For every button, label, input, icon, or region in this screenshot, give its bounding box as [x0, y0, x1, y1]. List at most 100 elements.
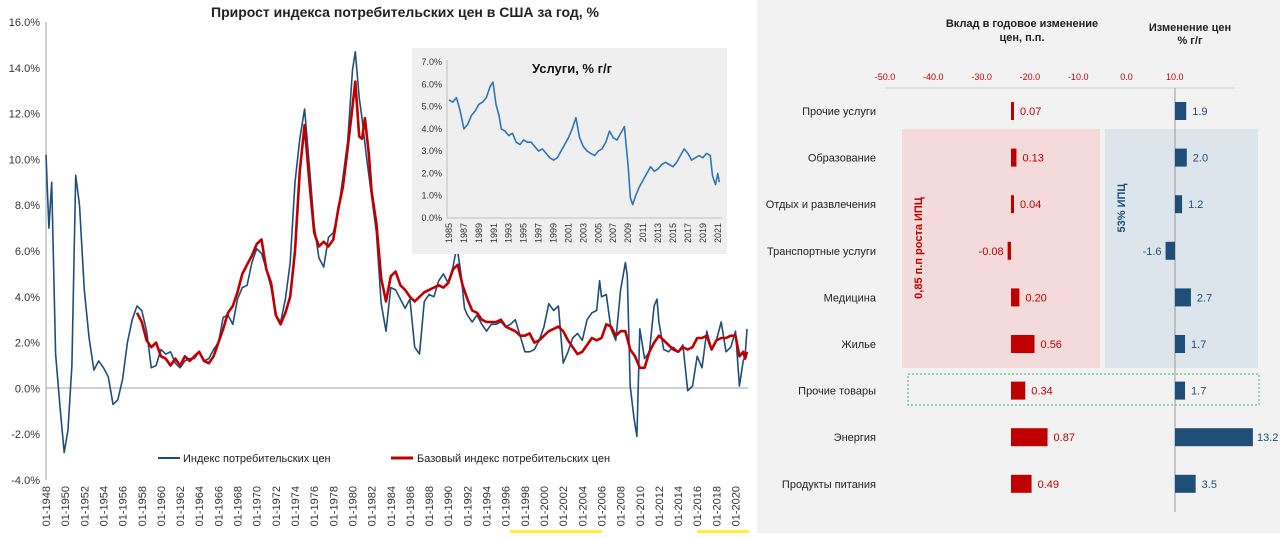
x-tick-label: 01-1994	[482, 486, 494, 526]
y-tick-label: 4.0%	[15, 292, 40, 304]
price-change-bar	[1175, 474, 1196, 493]
chart-title: Прирост индекса потребительских цен в СШ…	[211, 4, 600, 20]
contribution-bar	[1011, 288, 1020, 307]
price-change-value: 1.7	[1191, 339, 1206, 351]
contrib-header-line1: Вклад в годовое изменение	[946, 18, 1098, 30]
x-tick-label: 01-2016	[692, 486, 704, 526]
contrib-axis-tick: -20.0	[1020, 72, 1041, 82]
price-change-value: 1.9	[1192, 106, 1207, 118]
inset-y-tick-label: 3.0%	[421, 146, 442, 156]
price-change-value: 2.0	[1193, 153, 1208, 165]
y-tick-label: 12.0%	[9, 109, 40, 121]
contribution-bar	[1011, 381, 1026, 400]
y-tick-label: -4.0%	[11, 475, 40, 487]
inset-x-tick-label: 2009	[623, 223, 633, 243]
cpi-chart-panel: Прирост индекса потребительских цен в СШ…	[8, 4, 749, 533]
contribution-panel: Вклад в годовое изменение цен, п.п. Изме…	[757, 0, 1280, 533]
x-tick-label: 01-1968	[233, 486, 245, 526]
inset-background	[412, 48, 727, 254]
inset-y-tick-label: 4.0%	[421, 124, 442, 134]
services-inset-chart: Услуги, % г/г 7.0% 6.0% 5.0% 4.0% 3.0% 2.0% 1.…	[412, 48, 727, 254]
price-change-bar	[1175, 428, 1253, 447]
x-tick-label: 01-1964	[194, 486, 206, 526]
x-tick-label: 01-1996	[501, 486, 513, 526]
x-tick-label: 01-1976	[309, 486, 321, 526]
x-tick-label: 01-1984	[386, 486, 398, 526]
contrib-header-line2: цен, п.п.	[999, 32, 1044, 44]
contrib-axis-tick: -10.0	[1068, 72, 1089, 82]
price-change-value: 3.5	[1202, 479, 1217, 491]
contrib-axis-tick: -50.0	[875, 72, 896, 82]
price-change-bar	[1175, 148, 1187, 167]
inset-x-tick-label: 2021	[713, 223, 723, 243]
x-tick-label: 01-1962	[175, 486, 187, 526]
price-change-bar	[1175, 335, 1186, 353]
cpi-line-chart: Прирост индекса потребительских цен в СШ…	[9, 4, 749, 526]
x-tick-label: 01-1958	[137, 486, 149, 526]
x-tick-label: 01-1950	[60, 486, 72, 526]
inset-y-tick-label: 2.0%	[421, 168, 442, 178]
inset-x-tick-label: 1991	[489, 223, 499, 243]
change-header-line2: % г/г	[1177, 35, 1202, 47]
contribution-bar-chart: Вклад в годовое изменение цен, п.п. Изме…	[766, 18, 1278, 512]
inset-x-tick-label: 2001	[563, 223, 573, 243]
x-tick-label: 01-2010	[635, 486, 647, 526]
x-tick-label: 01-1956	[118, 486, 130, 526]
inset-y-tick-label: 0.0%	[421, 213, 442, 223]
y-tick-label: 14.0%	[9, 63, 40, 75]
chart-legend: Индекс потребительских цен Базовый индек…	[158, 453, 610, 465]
price-change-value: 1.7	[1191, 386, 1206, 398]
category-label: Прочие услуги	[802, 106, 876, 118]
legend-core-label: Базовый индекс потребительских цен	[417, 453, 610, 465]
contribution-bar	[1011, 195, 1014, 214]
highlight-mark-1	[510, 530, 602, 533]
price-change-value: 13.2	[1257, 432, 1278, 444]
contribution-value: 0.34	[1031, 386, 1052, 398]
contribution-bar	[1011, 428, 1048, 447]
inset-title: Услуги, % г/г	[532, 61, 613, 76]
x-tick-label: 01-2020	[731, 486, 743, 526]
legend-cpi-label: Индекс потребительских цен	[183, 453, 331, 465]
x-tick-label: 01-1960	[156, 486, 168, 526]
inset-x-tick-label: 1999	[549, 223, 559, 243]
inset-x-tick-label: 2015	[668, 223, 678, 243]
y-tick-label: 0.0%	[15, 383, 40, 395]
contrib-axis-tick: -30.0	[971, 72, 992, 82]
category-label: Транспортные услуги	[767, 246, 876, 258]
y-tick-label: 10.0%	[9, 154, 40, 166]
x-tick-label: 01-1986	[405, 486, 417, 526]
services-pink-box	[902, 129, 1100, 368]
inset-y-tick-label: 6.0%	[421, 79, 442, 89]
inset-x-tick-label: 2011	[638, 223, 648, 242]
inset-x-tick-label: 2013	[653, 223, 663, 243]
contribution-bar	[1011, 102, 1014, 120]
x-tick-label: 01-2018	[711, 486, 723, 526]
category-label: Жилье	[841, 339, 876, 351]
x-tick-label: 01-1980	[347, 486, 359, 526]
x-tick-label: 01-1992	[462, 486, 474, 526]
price-change-value: -1.6	[1143, 246, 1162, 258]
services-series-line	[448, 81, 721, 206]
services-blue-box	[1105, 129, 1258, 368]
change-header-line1: Изменение цен	[1149, 22, 1231, 34]
x-tick-label: 01-1966	[213, 486, 225, 526]
contribution-value: 0.04	[1020, 199, 1041, 211]
inset-x-tick-label: 1995	[519, 223, 529, 243]
x-tick-label: 01-2006	[596, 486, 608, 526]
contribution-value: 0.87	[1054, 432, 1075, 444]
contribution-bar	[1011, 148, 1017, 167]
contribution-value: 0.13	[1022, 153, 1043, 165]
x-tick-label: 01-1970	[252, 486, 264, 526]
y-tick-label: 6.0%	[15, 246, 40, 258]
blue-box-label: 53% ИПЦ	[1116, 184, 1128, 233]
x-tick-label: 01-1974	[290, 486, 302, 526]
x-tick-label: 01-2002	[558, 486, 570, 526]
inset-y-tick-label: 5.0%	[421, 102, 442, 112]
y-tick-label: 8.0%	[15, 200, 40, 212]
category-label: Образование	[808, 153, 876, 165]
x-tick-label: 01-1988	[424, 486, 436, 526]
contribution-value: 0.56	[1041, 339, 1062, 351]
price-change-bar	[1175, 195, 1183, 214]
x-tick-label: 01-1982	[367, 486, 379, 526]
x-tick-label: 01-1952	[79, 486, 91, 526]
